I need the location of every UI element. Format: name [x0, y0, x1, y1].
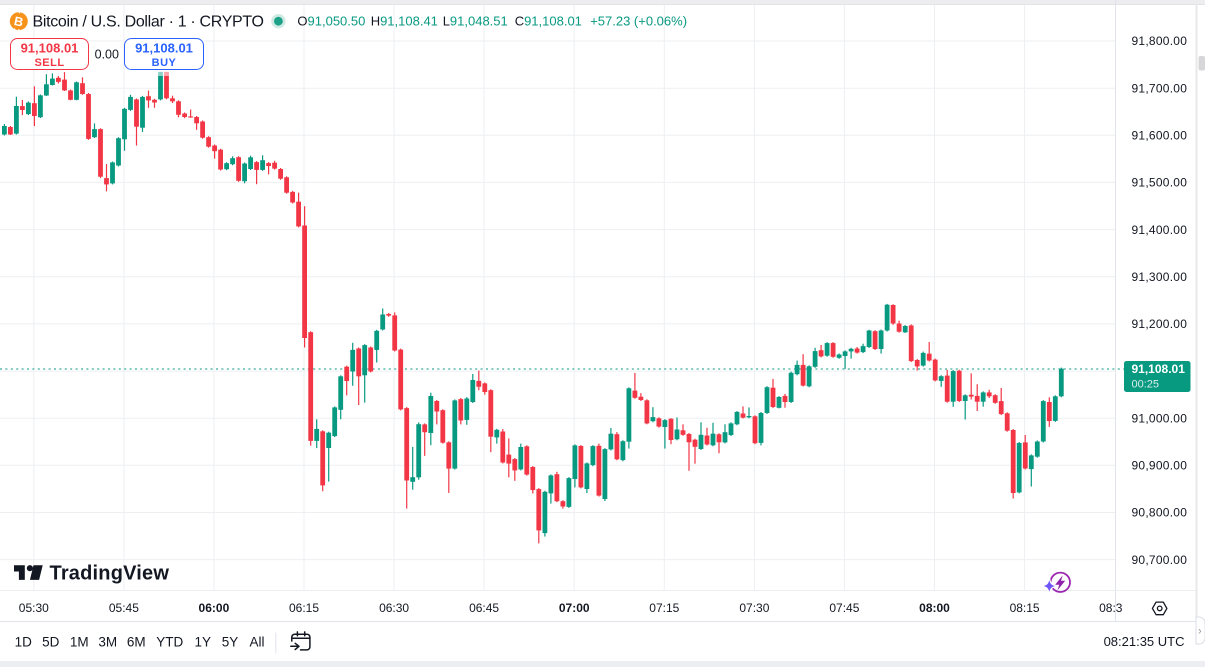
svg-text:L91,048.51: L91,048.51	[443, 14, 508, 29]
svg-text:TradingView: TradingView	[50, 563, 170, 585]
svg-text:08:21:35 UTC: 08:21:35 UTC	[1104, 634, 1185, 649]
svg-text:06:45: 06:45	[469, 601, 499, 615]
svg-text:5D: 5D	[42, 635, 60, 650]
svg-text:91,500.00: 91,500.00	[1132, 176, 1188, 190]
svg-text:08:3: 08:3	[1099, 601, 1123, 615]
svg-text:All: All	[249, 635, 264, 650]
svg-text:B: B	[13, 14, 25, 30]
svg-text:90,800.00: 90,800.00	[1132, 506, 1188, 520]
svg-text:6M: 6M	[127, 635, 146, 650]
svg-text:91,700.00: 91,700.00	[1132, 81, 1188, 95]
svg-text:O91,050.50: O91,050.50	[297, 14, 365, 29]
svg-text:07:30: 07:30	[739, 601, 769, 615]
svg-text:06:00: 06:00	[199, 601, 230, 615]
svg-text:90,900.00: 90,900.00	[1132, 459, 1188, 473]
svg-text:06:15: 06:15	[289, 601, 319, 615]
svg-text:90,700.00: 90,700.00	[1132, 553, 1188, 567]
svg-text:5Y: 5Y	[222, 635, 239, 650]
svg-text:1Y: 1Y	[194, 635, 211, 650]
svg-text:91,200.00: 91,200.00	[1132, 317, 1188, 331]
svg-text:91,400.00: 91,400.00	[1132, 223, 1188, 237]
svg-text:91,108.01: 91,108.01	[21, 41, 79, 56]
svg-text:05:45: 05:45	[109, 601, 139, 615]
svg-text:SELL: SELL	[34, 57, 64, 69]
svg-text:91,000.00: 91,000.00	[1132, 411, 1188, 425]
svg-text:C91,108.01: C91,108.01	[515, 14, 582, 29]
svg-text:91,600.00: 91,600.00	[1132, 129, 1188, 143]
svg-text:3M: 3M	[98, 635, 117, 650]
svg-text:08:15: 08:15	[1010, 601, 1040, 615]
svg-text:91,108.01: 91,108.01	[1132, 362, 1186, 376]
svg-text:›: ›	[1198, 626, 1202, 638]
svg-text:07:00: 07:00	[559, 601, 590, 615]
svg-text:05:30: 05:30	[19, 601, 49, 615]
svg-text:1D: 1D	[15, 635, 33, 650]
svg-text:YTD: YTD	[156, 635, 183, 650]
svg-text:00:25: 00:25	[1132, 379, 1160, 391]
svg-text:07:15: 07:15	[649, 601, 679, 615]
svg-text:91,108.01: 91,108.01	[135, 41, 193, 56]
svg-text:+57.23 (+0.06%): +57.23 (+0.06%)	[590, 14, 687, 29]
svg-text:06:30: 06:30	[379, 601, 409, 615]
svg-text:91,800.00: 91,800.00	[1132, 34, 1188, 48]
svg-text:1M: 1M	[70, 635, 89, 650]
svg-text:H91,108.41: H91,108.41	[371, 14, 438, 29]
svg-text:07:45: 07:45	[829, 601, 859, 615]
svg-text:08:00: 08:00	[919, 601, 950, 615]
svg-text:91,300.00: 91,300.00	[1132, 270, 1188, 284]
svg-text:0.00: 0.00	[95, 47, 119, 61]
svg-text:Bitcoin / U.S. Dollar · 1 · CR: Bitcoin / U.S. Dollar · 1 · CRYPTO	[33, 14, 265, 31]
svg-text:BUY: BUY	[152, 57, 177, 69]
